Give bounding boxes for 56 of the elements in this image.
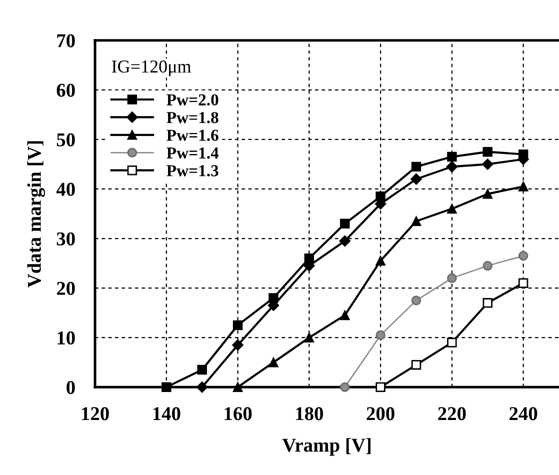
point (447, 338, 457, 348)
point (447, 152, 457, 162)
legend-label: Pw=1.8 (166, 112, 218, 124)
y-tick-label: 40 (56, 182, 75, 196)
point (482, 146, 492, 157)
x-tick-label: 160 (224, 407, 252, 420)
y-tick-label: 30 (56, 232, 75, 246)
x-tick-label: 200 (366, 407, 394, 420)
y-tick-label: 50 (56, 133, 75, 146)
point (376, 382, 386, 392)
point (411, 360, 422, 370)
annotation: IG=120μm (112, 60, 192, 76)
x-tick-label: 180 (296, 407, 324, 420)
point (518, 250, 528, 261)
x-tick-label: 240 (510, 407, 538, 420)
point (376, 256, 386, 266)
point (340, 310, 350, 320)
point (304, 332, 314, 342)
point (518, 278, 528, 288)
point (411, 216, 422, 226)
point (446, 161, 458, 172)
point (410, 173, 422, 185)
x-tick-label: 140 (153, 407, 180, 420)
x-axis-title: Vramp [V] (282, 438, 370, 456)
point (482, 298, 492, 308)
point (411, 162, 422, 172)
point (482, 260, 492, 271)
point (340, 218, 350, 229)
point (411, 296, 422, 306)
point (197, 364, 207, 375)
legend-label: Pw=1.4 (166, 147, 219, 159)
y-axis-title: Vdata margin [V] (27, 141, 46, 288)
x-tick-label: 220 (438, 407, 466, 420)
y-tick-label: 10 (58, 331, 75, 345)
point (162, 382, 172, 392)
point (232, 320, 243, 330)
legend-label: Pw=2.0 (166, 94, 218, 106)
point (447, 204, 457, 214)
y-tick-label: 0 (66, 380, 75, 394)
legend-label: Pw=1.6 (166, 130, 218, 141)
y-tick-label: 60 (56, 84, 75, 97)
point (339, 235, 350, 247)
point (482, 189, 492, 199)
legend-label: Pw=1.3 (166, 165, 218, 176)
point (268, 357, 278, 368)
point (482, 158, 494, 170)
point (376, 330, 386, 340)
point (447, 273, 457, 284)
point (232, 382, 243, 392)
point (518, 182, 528, 192)
point (196, 382, 208, 393)
y-tick-label: 70 (57, 34, 75, 48)
point (340, 382, 350, 392)
point (232, 339, 244, 351)
x-tick-label: 120 (82, 407, 109, 420)
y-tick-label: 20 (56, 282, 75, 295)
